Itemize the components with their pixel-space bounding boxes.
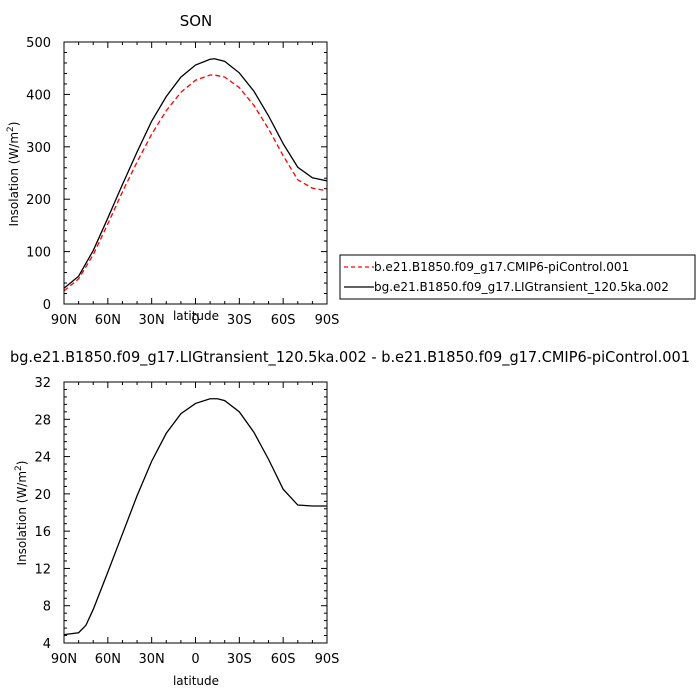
legend-label-ligtransient: bg.e21.B1850.f09_g17.LIGtransient_120.5k… bbox=[374, 280, 669, 294]
x-tick-label: 30N bbox=[139, 652, 165, 667]
x-tick-label: 0 bbox=[191, 313, 199, 328]
x-tick-label: 60S bbox=[271, 313, 296, 328]
x-tick-label: 90S bbox=[315, 652, 340, 667]
x-tick-label: 90N bbox=[51, 313, 77, 328]
y-tick-label: 400 bbox=[26, 88, 51, 103]
y-tick-label: 20 bbox=[34, 488, 51, 503]
plot-frame bbox=[63, 41, 328, 305]
y-tick-label: 24 bbox=[34, 451, 51, 466]
x-tick-label: 30N bbox=[139, 313, 165, 328]
y-tick-label: 300 bbox=[26, 141, 51, 156]
top-x-axis-label: latitude bbox=[173, 309, 219, 323]
bottom-y-axis-label: Insolation (W/m2) bbox=[14, 461, 29, 566]
bottom-x-axis-label: latitude bbox=[173, 674, 219, 688]
series-line-0-1 bbox=[63, 58, 328, 289]
x-tick-label: 90N bbox=[51, 652, 77, 667]
bottom-panel: bg.e21.B1850.f09_g17.LIGtransient_120.5k… bbox=[10, 348, 690, 688]
plot-frame bbox=[63, 381, 328, 644]
series-line-1-0 bbox=[63, 398, 327, 636]
legend-label-picontrol: b.e21.B1850.f09_g17.CMIP6-piControl.001 bbox=[374, 260, 629, 274]
y-tick-label: 16 bbox=[34, 525, 51, 540]
x-tick-label: 0 bbox=[191, 652, 199, 667]
x-tick-label: 60N bbox=[95, 652, 121, 667]
x-tick-label: 60N bbox=[95, 313, 121, 328]
x-tick-label: 30S bbox=[227, 652, 252, 667]
y-tick-label: 100 bbox=[26, 246, 51, 261]
y-tick-label: 0 bbox=[43, 298, 51, 313]
y-tick-label: 28 bbox=[34, 413, 51, 428]
top-panel: SON 90N 60N 30N 0 30S 60S 90S0100200300400500 … bbox=[6, 12, 339, 328]
y-tick-label: 12 bbox=[34, 562, 51, 577]
legend-box bbox=[339, 254, 696, 300]
top-plot-area: 90N 60N 30N 0 30S 60S 90S 0 100 200 300 400 500 bbox=[26, 36, 339, 328]
legend: b.e21.B1850.f09_g17.CMIP6-piControl.001 … bbox=[339, 254, 696, 300]
x-tick-label: 30S bbox=[227, 313, 252, 328]
y-tick-label: 500 bbox=[26, 36, 51, 51]
x-tick-label: 90S bbox=[315, 313, 340, 328]
x-tick-label: 60S bbox=[271, 652, 296, 667]
y-tick-label: 32 bbox=[34, 376, 51, 391]
top-y-axis-label: Insolation (W/m2) bbox=[6, 122, 21, 227]
y-tick-label: 4 bbox=[43, 637, 51, 652]
bottom-plot-area: 90N 60N 30N 0 30S 60S 90S 4 8 12 16 20 24 28 32 bbox=[34, 376, 339, 667]
bottom-chart-title: bg.e21.B1850.f09_g17.LIGtransient_120.5k… bbox=[10, 348, 690, 367]
top-chart-title: SON bbox=[180, 12, 213, 30]
series-line-0-0 bbox=[63, 74, 328, 292]
y-tick-label: 8 bbox=[43, 600, 51, 615]
y-tick-label: 200 bbox=[26, 193, 51, 208]
